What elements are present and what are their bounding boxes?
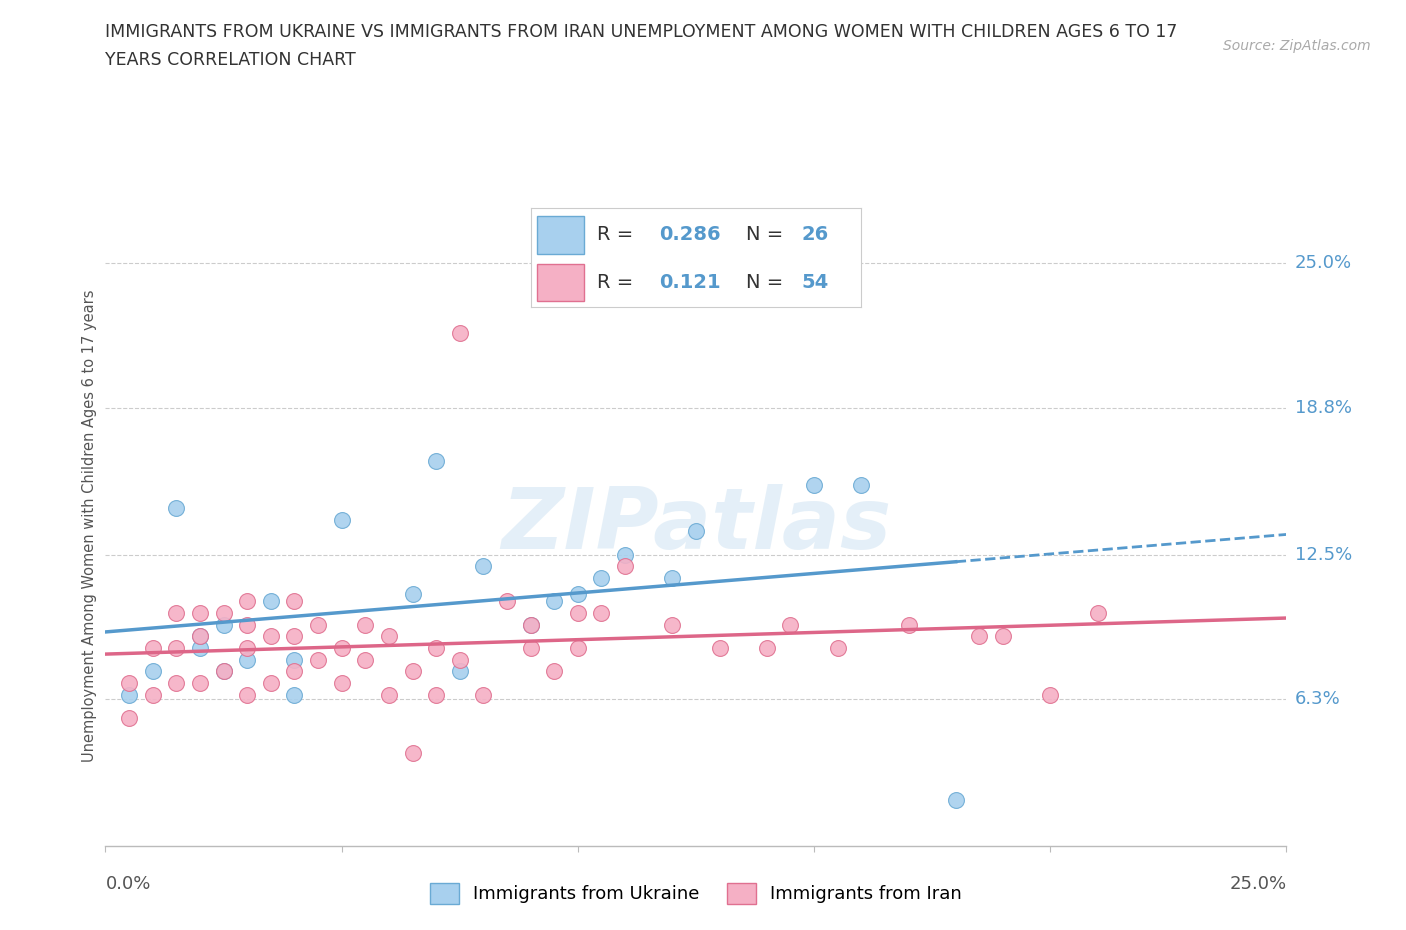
Point [709,641,731,656]
Point [118,711,141,725]
Legend: Immigrants from Ukraine, Immigrants from Iran: Immigrants from Ukraine, Immigrants from… [423,876,969,911]
Point [1087,605,1109,620]
Point [212,605,235,620]
Point [236,652,259,667]
Point [283,629,305,644]
Text: 25.0%: 25.0% [1295,254,1353,272]
Point [425,454,447,469]
Point [283,687,305,702]
Point [969,629,991,644]
Point [1039,687,1062,702]
Point [188,629,211,644]
Point [118,675,141,690]
Point [401,664,423,679]
Point [614,559,637,574]
Point [212,664,235,679]
Point [425,687,447,702]
Point [425,641,447,656]
Point [519,641,541,656]
Point [307,618,329,632]
Point [236,641,259,656]
Point [118,687,141,702]
Point [354,618,377,632]
Point [142,641,165,656]
Point [188,629,211,644]
Point [449,326,471,340]
Point [661,618,683,632]
Point [945,792,967,807]
Point [991,629,1014,644]
Point [851,477,873,492]
Point [449,664,471,679]
Point [449,652,471,667]
Point [591,605,613,620]
Point [401,587,423,602]
Point [519,618,541,632]
Text: ZIPatlas: ZIPatlas [501,484,891,567]
Point [567,641,589,656]
Point [378,629,401,644]
Point [142,687,165,702]
Point [755,641,778,656]
Point [519,618,541,632]
Point [567,587,589,602]
Point [401,746,423,761]
Point [165,605,187,620]
Text: 18.8%: 18.8% [1295,399,1351,417]
Point [212,618,235,632]
Point [165,641,187,656]
Text: YEARS CORRELATION CHART: YEARS CORRELATION CHART [105,51,356,69]
Point [165,500,187,515]
Point [827,641,849,656]
Point [236,594,259,609]
Point [236,687,259,702]
Point [330,675,353,690]
Point [283,664,305,679]
Point [330,641,353,656]
Point [142,664,165,679]
Point [188,675,211,690]
Point [591,570,613,585]
Point [354,652,377,667]
Point [236,618,259,632]
Text: 12.5%: 12.5% [1295,546,1353,564]
Point [212,664,235,679]
Y-axis label: Unemployment Among Women with Children Ages 6 to 17 years: Unemployment Among Women with Children A… [82,289,97,762]
Point [378,687,401,702]
Text: Source: ZipAtlas.com: Source: ZipAtlas.com [1223,39,1371,53]
Point [307,652,329,667]
Point [897,618,920,632]
Point [685,524,707,538]
Point [283,652,305,667]
Point [661,570,683,585]
Point [165,675,187,690]
Point [803,477,825,492]
Point [779,618,801,632]
Point [260,594,283,609]
Text: 6.3%: 6.3% [1295,690,1340,709]
Point [543,594,565,609]
Point [472,687,495,702]
Point [260,675,283,690]
Point [614,547,637,562]
Point [188,605,211,620]
Point [188,641,211,656]
Text: 25.0%: 25.0% [1229,875,1286,893]
Point [496,594,519,609]
Point [567,605,589,620]
Point [543,664,565,679]
Point [260,629,283,644]
Point [330,512,353,527]
Point [283,594,305,609]
Text: 0.0%: 0.0% [105,875,150,893]
Text: IMMIGRANTS FROM UKRAINE VS IMMIGRANTS FROM IRAN UNEMPLOYMENT AMONG WOMEN WITH CH: IMMIGRANTS FROM UKRAINE VS IMMIGRANTS FR… [105,23,1178,41]
Point [472,559,495,574]
